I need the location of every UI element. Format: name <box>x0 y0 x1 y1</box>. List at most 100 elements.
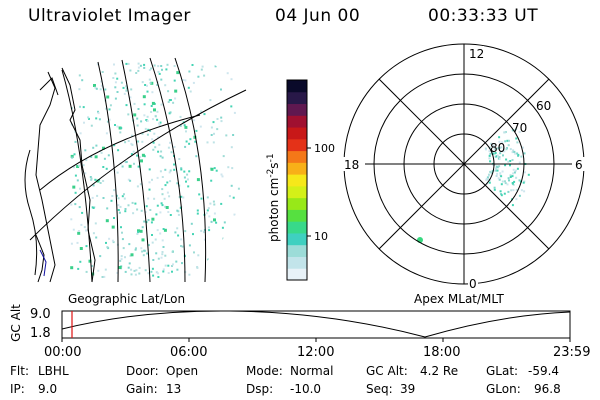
emission-dot <box>136 232 139 235</box>
emission-dot <box>162 270 165 273</box>
emission-dot <box>523 171 526 174</box>
emission-dot <box>141 140 144 143</box>
emission-dot <box>504 140 507 143</box>
emission-dot <box>208 215 211 218</box>
emission-dot <box>106 246 109 249</box>
emission-dot <box>492 144 495 147</box>
lat-lon-grid <box>29 57 247 283</box>
emission-dot <box>78 88 81 91</box>
colorbar-cell <box>287 138 307 152</box>
ip-value: 9.0 <box>38 382 58 396</box>
emission-dot <box>136 185 139 188</box>
emission-dot <box>179 124 182 127</box>
emission-dot <box>182 196 185 199</box>
instrument-title: Ultraviolet Imager <box>28 6 191 26</box>
emission-dot <box>187 86 190 89</box>
emission-dot <box>210 134 213 136</box>
emission-dot <box>230 184 233 187</box>
emission-dot <box>490 142 493 145</box>
emission-dot <box>89 176 92 178</box>
emission-dot <box>221 226 224 229</box>
emission-dot <box>190 222 193 225</box>
emission-dot <box>488 150 491 153</box>
emission-dot <box>500 146 503 149</box>
emission-dot <box>510 189 513 192</box>
emission-dot <box>148 78 151 81</box>
emission-dot <box>124 256 126 259</box>
emission-dot <box>133 113 137 117</box>
emission-dot <box>136 154 139 157</box>
colorbar-tick-label-10: 10 <box>314 230 328 243</box>
emission-dot <box>167 101 170 103</box>
emission-dot <box>143 103 146 106</box>
emission-dot <box>114 97 117 100</box>
emission-dot <box>165 68 168 71</box>
emission-dot <box>154 238 157 241</box>
emission-dot <box>233 111 236 114</box>
emission-dot <box>150 81 154 85</box>
emission-dot <box>503 150 506 153</box>
emission-dot <box>162 268 165 271</box>
emission-dot <box>501 141 504 144</box>
emission-dot <box>99 182 102 184</box>
emission-dot <box>184 125 188 129</box>
emission-dot <box>150 270 153 273</box>
emission-dot <box>178 196 181 199</box>
emission-dot <box>105 167 108 170</box>
emission-dot <box>138 266 141 269</box>
emission-dot <box>161 156 164 159</box>
emission-dot <box>164 84 167 87</box>
emission-dot <box>113 63 115 66</box>
emission-dot <box>97 269 100 272</box>
emission-dot <box>229 271 232 274</box>
emission-dot <box>112 241 115 244</box>
emission-dot <box>90 178 93 181</box>
emission-dot <box>111 225 115 229</box>
emission-dot <box>506 147 508 150</box>
emission-dot <box>166 191 169 194</box>
emission-dot <box>76 165 80 168</box>
orbit-xtick-1800: 18:00 <box>423 345 461 360</box>
emission-dot <box>520 189 523 192</box>
emission-dot <box>124 270 127 273</box>
emission-dot <box>124 141 127 144</box>
emission-dot <box>146 90 149 93</box>
emission-dot <box>132 212 135 215</box>
emission-dot <box>136 124 139 127</box>
emission-dot <box>172 101 175 104</box>
emission-dot <box>504 131 507 133</box>
emission-dot <box>169 111 172 114</box>
emission-dot <box>179 115 182 118</box>
emission-dot <box>114 86 117 89</box>
emission-dot <box>210 220 213 223</box>
emission-dot <box>103 275 106 278</box>
emission-dot <box>168 99 171 102</box>
emission-dot <box>85 159 88 162</box>
colorbar-cell <box>287 174 307 187</box>
emission-dot <box>142 254 145 257</box>
emission-dot <box>106 207 109 210</box>
emission-dot <box>82 106 85 109</box>
colorbar-cell <box>287 127 307 140</box>
emission-dot <box>201 65 204 68</box>
emission-dot <box>105 132 108 135</box>
emission-dot <box>192 81 195 84</box>
emission-dot <box>159 232 162 235</box>
geographic-map-label: Geographic Lat/Lon <box>68 292 186 306</box>
emission-dot <box>114 124 116 126</box>
emission-dot <box>140 120 143 123</box>
emission-dot <box>515 176 518 179</box>
emission-dot <box>151 234 153 236</box>
emission-dot <box>113 217 115 219</box>
emission-dot <box>193 251 195 254</box>
emission-dot <box>70 203 73 206</box>
emission-dot <box>161 239 164 242</box>
emission-dot <box>167 264 170 267</box>
emission-dot <box>209 99 212 102</box>
emission-dot <box>169 99 172 101</box>
emission-dot <box>507 160 510 163</box>
emission-dot <box>141 153 145 157</box>
emission-dot <box>156 84 159 86</box>
emission-dot <box>200 110 203 113</box>
emission-dot <box>166 181 169 184</box>
